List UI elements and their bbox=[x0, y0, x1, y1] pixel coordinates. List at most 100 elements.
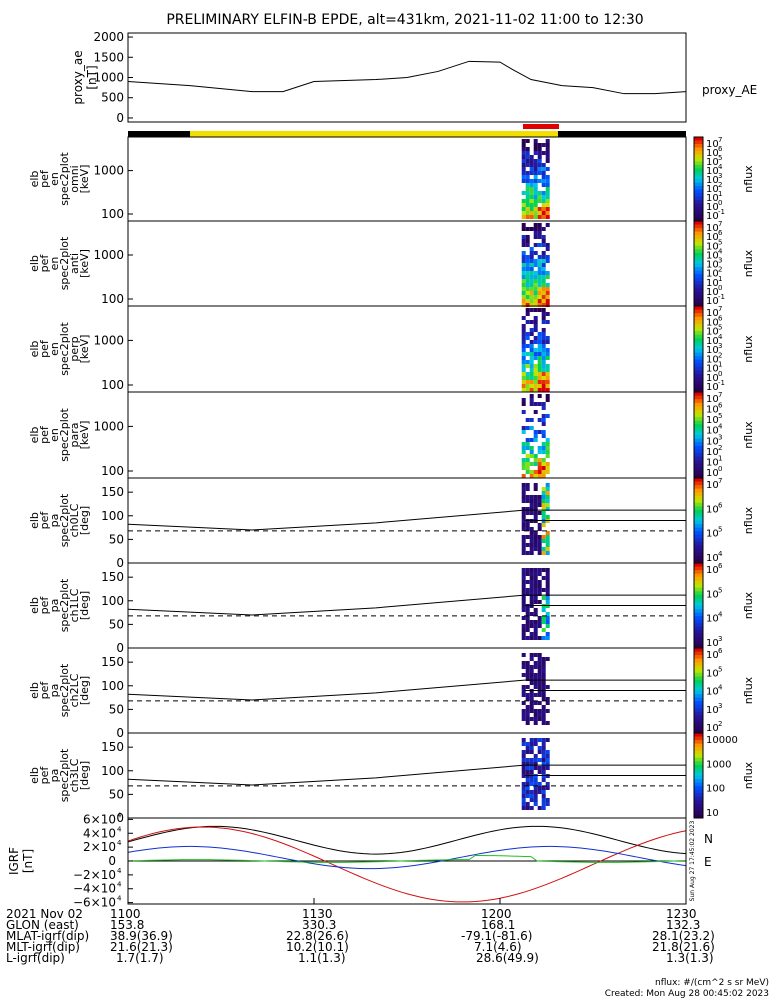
spectrogram-cell bbox=[533, 283, 538, 287]
spectrogram-cell bbox=[537, 207, 542, 211]
colorbar-segment bbox=[694, 725, 703, 730]
spectrogram-cell bbox=[533, 762, 538, 766]
spectrogram-cell bbox=[521, 446, 526, 450]
spectrogram-cell bbox=[529, 657, 534, 661]
spectrogram-cell bbox=[521, 199, 526, 203]
spectrogram-cell bbox=[529, 527, 534, 531]
spectrogram-cell bbox=[525, 191, 530, 195]
colorbar-tick-label: 10 bbox=[706, 260, 719, 271]
y-tick-exponent: 4 bbox=[117, 867, 122, 875]
spectrogram-cell bbox=[525, 628, 530, 632]
colorbar-segment bbox=[694, 708, 703, 713]
colorbar-segment bbox=[694, 381, 703, 386]
spectrogram-cell bbox=[533, 802, 538, 806]
colorbar-segment bbox=[694, 284, 703, 289]
spectrogram-cell bbox=[521, 511, 526, 515]
spectrogram-cell bbox=[525, 418, 530, 422]
spectrogram-cell bbox=[521, 515, 526, 519]
spectrogram-cell bbox=[521, 356, 526, 360]
spectrogram-cell bbox=[541, 384, 546, 388]
footer-value: 330.3 bbox=[302, 918, 337, 932]
colorbar-segment bbox=[694, 402, 703, 407]
spectrogram-cell bbox=[521, 328, 526, 332]
spectrogram-cell bbox=[545, 255, 550, 259]
spectrogram-cell bbox=[533, 693, 538, 697]
colorbar-segment bbox=[694, 395, 703, 400]
footer-row: L-igrf(dip) 1.7(1.7) 1.1(1.3) 28.6(49.9)… bbox=[6, 952, 714, 964]
spectrogram-cell bbox=[541, 344, 546, 348]
colorbar-segment bbox=[694, 609, 703, 614]
spectrogram-cell bbox=[521, 239, 526, 243]
spectrogram-cell bbox=[541, 376, 546, 380]
spectrogram-cell bbox=[537, 430, 542, 434]
spectrogram-cell bbox=[525, 291, 530, 295]
spectrogram-cell bbox=[529, 352, 534, 356]
spectrogram-cell bbox=[545, 259, 550, 263]
spectrogram-cell bbox=[529, 653, 534, 657]
spectrogram-cell bbox=[541, 356, 546, 360]
spectrogram-cell bbox=[533, 499, 538, 503]
spectrogram-cell bbox=[545, 503, 550, 507]
spectrogram-cell bbox=[529, 531, 534, 535]
spectrogram-cell bbox=[529, 356, 534, 360]
spectrogram-cell bbox=[533, 709, 538, 713]
colorbar-tick-exponent: 3 bbox=[718, 342, 722, 350]
colorbar-segment bbox=[694, 356, 703, 361]
spectrogram-cell bbox=[541, 279, 546, 283]
colorbar-segment bbox=[694, 420, 703, 425]
colorbar-segment bbox=[694, 733, 703, 738]
colorbar-label: nflux bbox=[742, 506, 755, 534]
spectrogram-cell bbox=[533, 211, 538, 215]
spectrogram-cell bbox=[533, 612, 538, 616]
spectrogram-cell bbox=[525, 458, 530, 462]
spectrogram-cell bbox=[521, 275, 526, 279]
spectrogram-cell bbox=[529, 576, 534, 580]
colorbar-segment bbox=[694, 768, 703, 773]
colorbar-segment bbox=[694, 626, 703, 631]
spectrogram-cell bbox=[533, 364, 538, 368]
spectrogram-cell bbox=[541, 681, 546, 685]
y-tick-label: 1500 bbox=[93, 50, 124, 64]
spectrogram-cell bbox=[541, 738, 546, 742]
spectrogram-cell bbox=[529, 600, 534, 604]
y-axis-label: [keV] bbox=[78, 165, 91, 194]
spectrogram-cell bbox=[545, 588, 550, 592]
spectrogram-cell bbox=[525, 446, 530, 450]
spectrogram-cell bbox=[537, 738, 542, 742]
spectrogram-cell bbox=[529, 790, 534, 794]
spectrogram-cell bbox=[545, 215, 550, 219]
spectrogram-cell bbox=[529, 588, 534, 592]
spectrogram-cell bbox=[545, 211, 550, 215]
spectrogram-cell bbox=[533, 271, 538, 275]
spectrogram-cell bbox=[521, 348, 526, 352]
spectrogram-cell bbox=[541, 360, 546, 364]
spectrogram-cell bbox=[525, 227, 530, 231]
spectrogram-cell bbox=[533, 483, 538, 487]
colorbar-segment bbox=[694, 616, 703, 621]
colorbar-tick-exponent: 1 bbox=[718, 190, 722, 198]
colorbar-segment bbox=[694, 587, 703, 592]
spectrogram-cell bbox=[529, 195, 534, 199]
spectrogram-cell bbox=[529, 388, 534, 392]
spectrogram-cell bbox=[525, 673, 530, 677]
spectrogram-cell bbox=[545, 295, 550, 299]
colorbar-segment bbox=[694, 388, 703, 393]
y-axis-label: spec2plot bbox=[58, 748, 71, 802]
spectrogram-cell bbox=[537, 287, 542, 291]
spectrogram-cell bbox=[545, 758, 550, 762]
spectrogram-cell bbox=[521, 709, 526, 713]
y-axis-label: pef bbox=[38, 254, 51, 273]
spectrogram-cell bbox=[529, 778, 534, 782]
colorbar bbox=[693, 732, 704, 819]
spectrogram-cell bbox=[537, 348, 542, 352]
spectrogram-cell bbox=[521, 430, 526, 434]
spectrogram-cell bbox=[545, 802, 550, 806]
spectrogram-cell bbox=[525, 568, 530, 572]
spectrogram-cell bbox=[537, 470, 542, 474]
spectrogram-cell bbox=[533, 535, 538, 539]
panel-frame bbox=[127, 391, 687, 479]
spectrogram-cell bbox=[541, 746, 546, 750]
spectrogram-cell bbox=[529, 750, 534, 754]
colorbar-segment bbox=[694, 651, 703, 656]
